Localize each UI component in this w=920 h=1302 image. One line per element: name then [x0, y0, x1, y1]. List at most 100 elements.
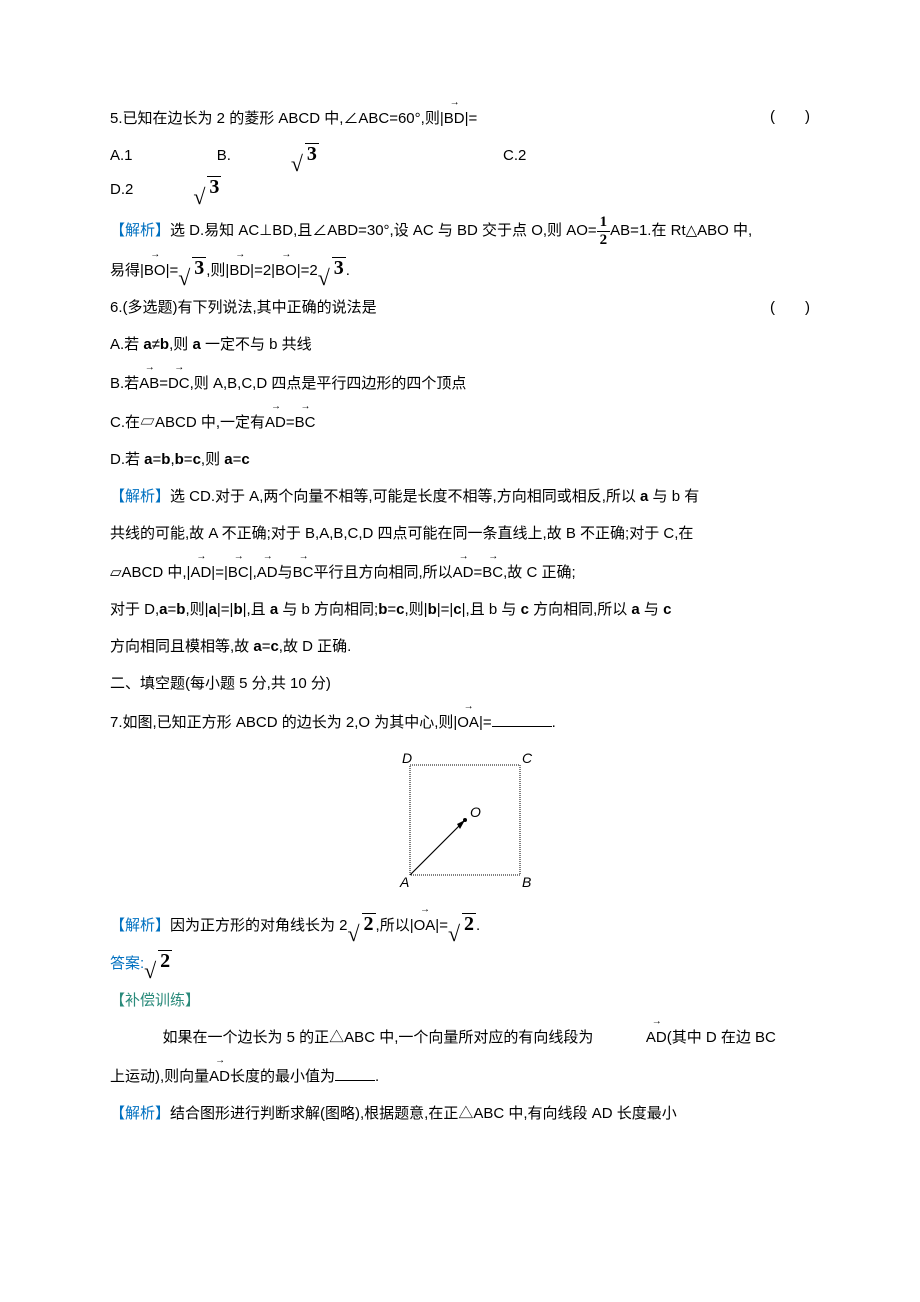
label-c: C — [522, 750, 533, 766]
vector-ad: AD — [190, 554, 211, 589]
fill-blank — [492, 711, 552, 727]
solution-label: 【解析】 — [110, 488, 170, 505]
vector-ad: AD — [257, 554, 278, 589]
solution-label: 【解析】 — [110, 222, 170, 239]
vector-c: c — [521, 601, 529, 618]
compensation-question-1: 如果在一个边长为 5 的正△ABC 中,一个向量所对应的有向线段为AD(其中 D… — [110, 1019, 810, 1054]
radicand: 3 — [332, 257, 346, 278]
vector-b: b — [175, 451, 184, 468]
text: |=| — [217, 601, 234, 618]
solution-label: 【解析】 — [110, 917, 170, 934]
option-b-row: B.若AB=DC,则 A,B,C,D 四点是平行四边形的四个顶点 — [110, 365, 810, 400]
radicand: 3 — [192, 257, 206, 278]
vector-bo: BO — [275, 252, 297, 287]
vector-bd: BD — [444, 100, 465, 135]
label-o: O — [470, 804, 481, 820]
text: (其中 D 在边 BC — [667, 1029, 776, 1046]
text: ,则 — [169, 336, 192, 353]
label-d: D — [402, 750, 412, 766]
text: 选 CD.对于 A,两个向量不相等,可能是长度不相等,方向相同或相反,所以 — [170, 488, 640, 505]
vector-a: a — [270, 601, 278, 618]
vector-c: c — [193, 451, 201, 468]
radicand: 2 — [462, 913, 476, 934]
question-7-solution: 【解析】因为正方形的对角线长为 22,所以|OA|=2. — [110, 907, 810, 943]
text: . — [552, 714, 556, 731]
text: 易得| — [110, 262, 144, 279]
vector-bc: BC — [228, 554, 249, 589]
vector-a: a — [143, 336, 151, 353]
option-d: D.23 — [110, 173, 341, 207]
vector-c: c — [663, 601, 671, 618]
text: |= — [435, 917, 448, 934]
vector-ad: AD — [593, 1019, 666, 1054]
text: = — [184, 451, 193, 468]
vector-ab: AB — [139, 365, 159, 400]
vector-a: a — [209, 601, 217, 618]
text: = — [286, 414, 295, 431]
sqrt-icon: 2 — [448, 910, 476, 943]
text: |= — [166, 262, 179, 279]
diagram-svg: D C A B O — [380, 747, 540, 887]
sqrt-icon: 3 — [178, 254, 206, 287]
option-a-row: A.若 a≠b,则 a 一定不与 b 共线 — [110, 328, 810, 361]
vector-bc: BC — [482, 554, 503, 589]
text: 方向相同,所以 — [529, 601, 632, 618]
question-6-solution-1: 【解析】选 CD.对于 A,两个向量不相等,可能是长度不相等,方向相同或相反,所… — [110, 480, 810, 513]
text: 如果在一个边长为 5 的正△ABC 中,一个向量所对应的有向线段为 — [163, 1029, 594, 1046]
vector-b: b — [428, 601, 437, 618]
vector-a: a — [253, 638, 261, 655]
text: 与 — [278, 564, 293, 581]
text: 与 b 方向相同; — [278, 601, 378, 618]
label-a: A — [399, 874, 409, 887]
text: 方向相同且模相等,故 — [110, 638, 253, 655]
vector-line — [410, 820, 465, 875]
text: |=| — [437, 601, 454, 618]
text: = — [474, 564, 483, 581]
text: |=2| — [250, 262, 275, 279]
text: 平行且方向相同,所以 — [313, 564, 452, 581]
vector-ad: AD — [209, 1058, 230, 1093]
question-7-answer: 答案:2 — [110, 947, 810, 981]
vector-oa: OA — [414, 907, 436, 942]
sqrt-icon: 2 — [144, 947, 172, 980]
question-5-solution-1: 【解析】选 D.易知 AC⊥BD,且∠ABD=30°,设 AC 与 BD 交于点… — [110, 214, 810, 248]
question-6-solution-3: ▱ABCD 中,|AD|=|BC|,AD与BC平行且方向相同,所以AD=BC,故… — [110, 554, 810, 589]
text: ▱ABCD 中,| — [110, 564, 190, 581]
text: ,则| — [185, 601, 208, 618]
sqrt-icon: 3 — [291, 140, 379, 173]
question-6-text: 6.(多选题)有下列说法,其中正确的说法是 — [110, 291, 750, 324]
center-point — [463, 818, 467, 822]
question-5-text: 5.已知在边长为 2 的菱形 ABCD 中,∠ABC=60°,则|BD|= — [110, 100, 750, 135]
question-6: 6.(多选题)有下列说法,其中正确的说法是 ( ) — [110, 291, 810, 324]
question-5-solution-2: 易得|BO|=3,则|BD|=2|BO|=23. — [110, 252, 810, 288]
text: . — [375, 1068, 379, 1085]
text: |= — [465, 110, 478, 127]
solution-label: 【解析】 — [110, 1105, 170, 1122]
option-a: A.1 — [110, 139, 133, 172]
radicand: 3 — [207, 176, 221, 197]
vector-c: c — [241, 451, 249, 468]
text: 长度的最小值为 — [230, 1068, 335, 1085]
text: |,且 — [243, 601, 270, 618]
text: |, — [249, 564, 257, 581]
compensation-label: 【补偿训练】 — [110, 984, 810, 1017]
text: C.在▱ABCD 中,一定有 — [110, 414, 265, 431]
vector-b: b — [233, 601, 242, 618]
text: |= — [479, 714, 492, 731]
answer-label: 答案: — [110, 955, 144, 972]
vector-a: a — [631, 601, 639, 618]
answer-paren: ( ) — [750, 100, 810, 135]
question-6-solution-4: 对于 D,a=b,则|a|=|b|,且 a 与 b 方向相同;b=c,则|b|=… — [110, 593, 810, 626]
text: = — [387, 601, 396, 618]
vector-b: b — [378, 601, 387, 618]
text: ,则 — [201, 451, 224, 468]
text: 选 D.易知 AC⊥BD,且∠ABD=30°,设 AC 与 BD 交于点 O,则… — [170, 222, 597, 239]
text: 5.已知在边长为 2 的菱形 ABCD 中,∠ABC=60°,则| — [110, 110, 444, 127]
text: D.若 — [110, 451, 144, 468]
radicand: 3 — [305, 143, 319, 164]
text: = — [159, 375, 168, 392]
vector-a: a — [192, 336, 200, 353]
text: ,故 C 正确; — [503, 564, 576, 581]
text: ,则| — [206, 262, 229, 279]
vector-a: a — [144, 451, 152, 468]
